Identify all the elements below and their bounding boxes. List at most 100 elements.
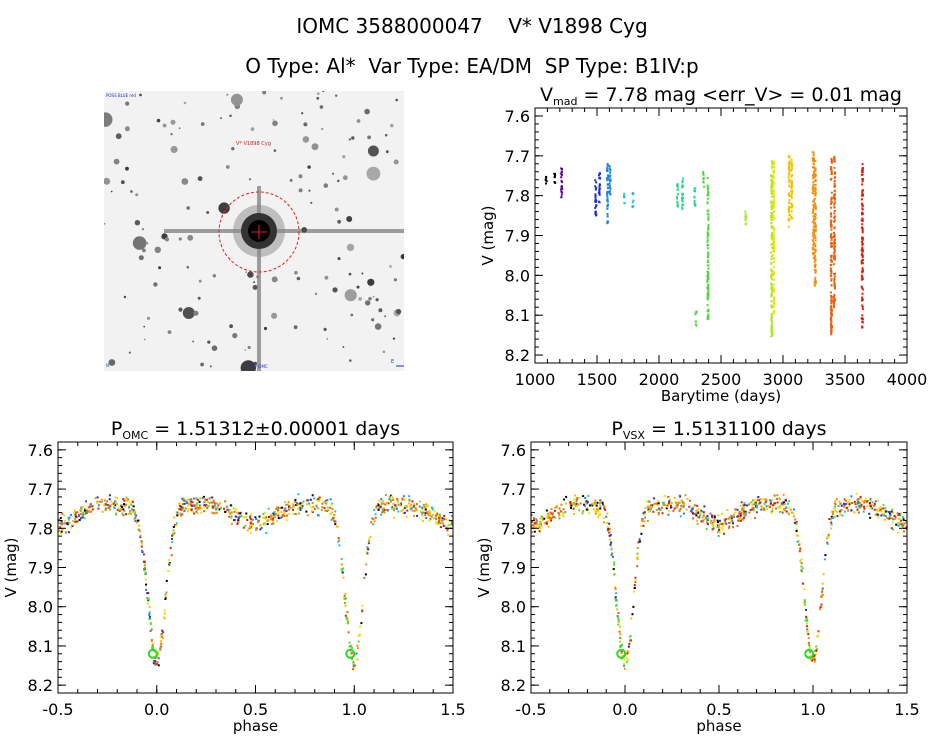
data-point bbox=[773, 166, 776, 169]
data-point bbox=[145, 588, 148, 591]
data-point bbox=[717, 514, 720, 517]
field-star bbox=[170, 145, 178, 154]
data-point bbox=[352, 668, 354, 671]
data-point bbox=[73, 510, 76, 513]
field-star bbox=[303, 122, 308, 127]
data-point bbox=[598, 512, 601, 515]
data-point bbox=[669, 502, 672, 505]
data-point bbox=[257, 519, 260, 522]
data-point bbox=[782, 508, 785, 511]
data-point bbox=[533, 522, 536, 525]
data-point bbox=[829, 258, 832, 261]
data-point bbox=[693, 196, 696, 199]
data-point bbox=[181, 513, 184, 516]
data-point bbox=[594, 510, 597, 513]
data-point bbox=[401, 497, 404, 500]
data-point bbox=[319, 496, 322, 499]
data-point bbox=[195, 510, 198, 513]
data-point bbox=[788, 513, 790, 516]
data-point bbox=[697, 507, 700, 510]
data-point bbox=[263, 516, 266, 519]
data-point bbox=[332, 516, 335, 519]
data-point bbox=[861, 203, 864, 206]
data-point bbox=[392, 503, 395, 506]
data-point bbox=[770, 262, 773, 265]
data-point bbox=[751, 504, 754, 507]
data-point bbox=[653, 502, 656, 505]
data-point bbox=[840, 504, 843, 507]
data-point bbox=[897, 524, 900, 527]
data-point bbox=[133, 511, 136, 513]
data-point bbox=[439, 518, 442, 521]
data-point bbox=[188, 498, 191, 501]
data-point bbox=[435, 520, 438, 523]
data-point bbox=[861, 305, 864, 308]
data-point bbox=[85, 508, 88, 511]
data-point bbox=[88, 509, 91, 512]
data-point bbox=[847, 501, 850, 504]
data-point bbox=[716, 526, 719, 529]
field-star bbox=[115, 133, 122, 140]
field-star bbox=[294, 270, 298, 275]
data-point bbox=[828, 518, 831, 520]
data-point bbox=[803, 603, 806, 606]
data-point bbox=[740, 511, 743, 514]
data-point bbox=[76, 520, 79, 523]
data-point bbox=[702, 176, 705, 179]
data-point bbox=[728, 517, 731, 520]
data-point bbox=[790, 187, 793, 190]
data-point bbox=[814, 248, 817, 251]
data-point bbox=[732, 515, 735, 518]
data-point bbox=[861, 239, 864, 242]
field-star bbox=[146, 316, 151, 320]
data-point bbox=[558, 517, 561, 520]
data-point bbox=[155, 663, 158, 665]
data-point bbox=[238, 515, 241, 518]
data-point bbox=[812, 215, 815, 218]
data-point bbox=[91, 505, 94, 508]
data-point bbox=[606, 205, 609, 208]
data-point bbox=[702, 181, 705, 184]
data-point bbox=[182, 499, 185, 502]
data-point bbox=[550, 517, 553, 520]
data-point bbox=[614, 586, 616, 588]
data-point bbox=[830, 219, 833, 222]
data-point bbox=[805, 617, 808, 619]
data-point bbox=[84, 509, 87, 512]
data-point bbox=[814, 175, 817, 178]
data-point bbox=[80, 513, 83, 516]
data-point bbox=[878, 509, 881, 512]
data-point bbox=[262, 513, 265, 515]
data-point bbox=[219, 502, 221, 505]
data-point bbox=[788, 214, 791, 217]
data-point bbox=[861, 317, 863, 320]
data-point bbox=[412, 506, 415, 509]
minimum-marker bbox=[345, 648, 356, 659]
data-point bbox=[143, 564, 146, 567]
data-point bbox=[784, 499, 787, 502]
data-point bbox=[206, 506, 209, 509]
data-point bbox=[638, 540, 641, 542]
data-point bbox=[246, 529, 249, 532]
data-point bbox=[732, 515, 734, 518]
data-point bbox=[63, 522, 66, 525]
data-point bbox=[739, 513, 742, 516]
data-point bbox=[355, 652, 358, 655]
data-point bbox=[831, 236, 833, 239]
data-point bbox=[882, 514, 885, 517]
data-point bbox=[613, 563, 616, 566]
data-point bbox=[162, 631, 165, 634]
data-point bbox=[770, 174, 773, 177]
data-point bbox=[813, 236, 816, 239]
data-point bbox=[272, 517, 275, 520]
data-point bbox=[770, 284, 773, 287]
data-point bbox=[772, 287, 775, 290]
data-point bbox=[165, 579, 168, 582]
data-point bbox=[748, 502, 751, 505]
data-point bbox=[861, 204, 864, 207]
data-point bbox=[164, 598, 167, 600]
data-point bbox=[558, 514, 561, 517]
data-point bbox=[845, 499, 848, 502]
field-star bbox=[368, 297, 372, 301]
data-point bbox=[560, 187, 563, 190]
